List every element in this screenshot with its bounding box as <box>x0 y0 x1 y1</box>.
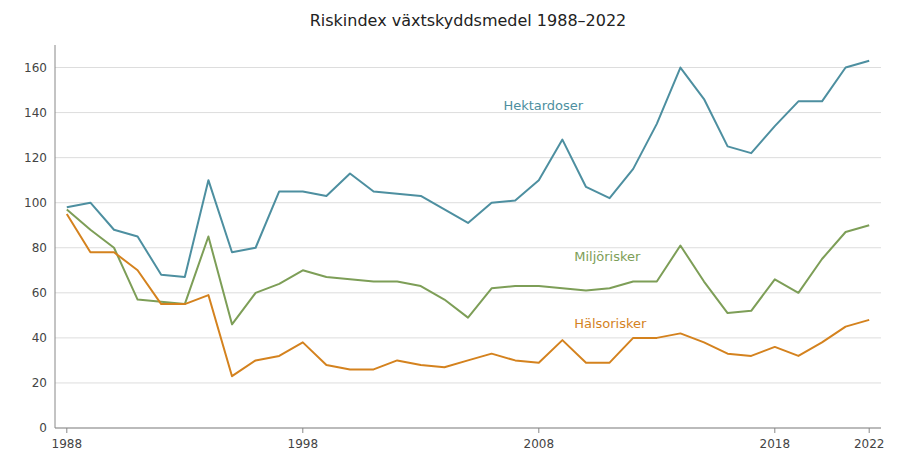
grid-line <box>55 67 881 68</box>
grid-line <box>55 292 881 293</box>
x-axis-line <box>55 428 881 429</box>
grid-line <box>55 337 881 338</box>
y-tick-label: 20 <box>32 376 47 390</box>
x-tick <box>774 428 775 433</box>
x-tick-label: 2008 <box>524 437 555 451</box>
y-tick-label: 40 <box>32 331 47 345</box>
series-label: Miljörisker <box>574 249 641 264</box>
series-line <box>67 214 869 376</box>
y-tick-label: 120 <box>24 151 47 165</box>
series-line <box>67 209 869 324</box>
x-tick <box>869 428 870 433</box>
x-tick-label: 2018 <box>760 437 791 451</box>
grid-line <box>55 428 881 429</box>
y-tick-label: 60 <box>32 286 47 300</box>
grid <box>55 68 881 428</box>
x-tick <box>302 428 303 433</box>
grid-line <box>55 382 881 383</box>
x-tick-label: 2022 <box>854 437 885 451</box>
series-group <box>67 61 869 376</box>
grid-line <box>55 157 881 158</box>
series-label: Hektardoser <box>503 98 583 113</box>
chart: Riskindex växtskyddsmedel 1988–2022 0 20 40… <box>0 0 906 466</box>
grid-line <box>55 112 881 113</box>
series-line <box>67 61 869 277</box>
x-tick-label: 1998 <box>288 437 319 451</box>
x-tick <box>66 428 67 433</box>
y-tick-label: 80 <box>32 241 47 255</box>
series-label: Hälsorisker <box>574 316 647 331</box>
x-tick <box>538 428 539 433</box>
y-tick-label: 0 <box>39 421 47 435</box>
y-tick-label: 140 <box>24 106 47 120</box>
y-tick-label: 160 <box>24 61 47 75</box>
grid-line <box>55 202 881 203</box>
y-tick-label: 100 <box>24 196 47 210</box>
y-axis-line <box>55 45 56 428</box>
grid-line <box>55 247 881 248</box>
title: Riskindex växtskyddsmedel 1988–2022 <box>310 11 627 30</box>
x-tick-label: 1988 <box>52 437 83 451</box>
